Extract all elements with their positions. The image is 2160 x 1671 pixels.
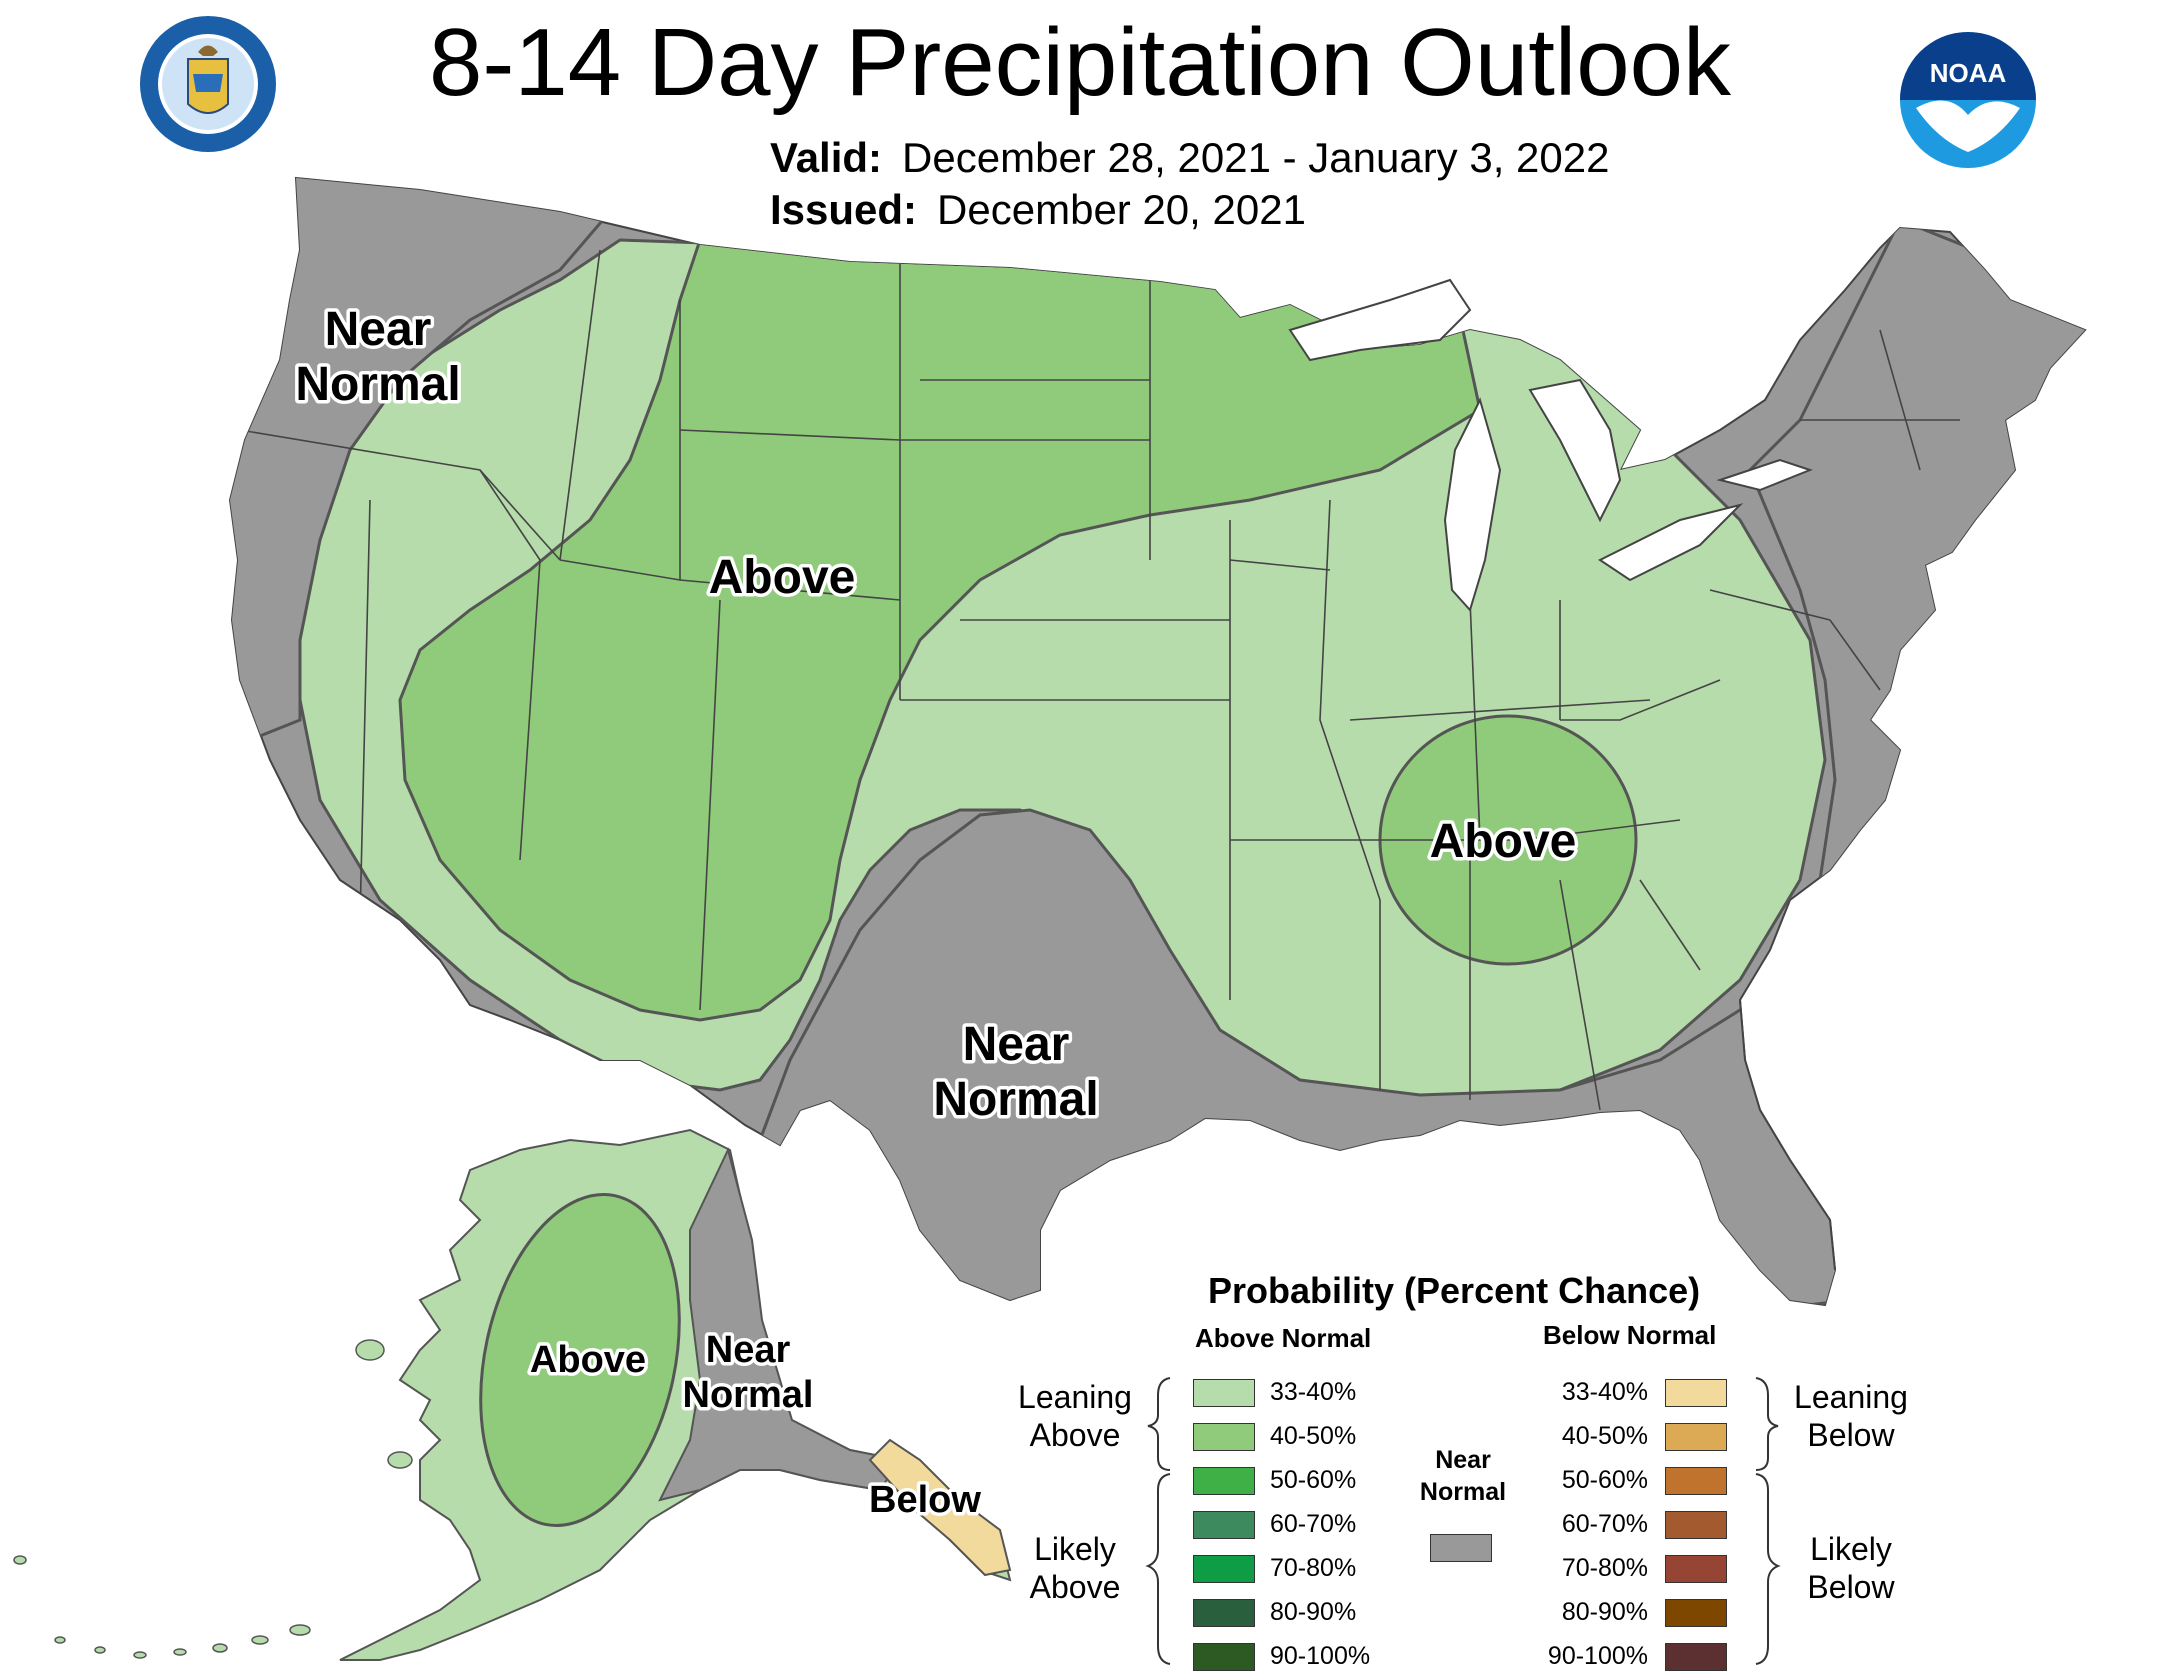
legend-below-swatch-3	[1665, 1467, 1727, 1495]
legend-brace-right	[1755, 1377, 1781, 1665]
near-normal-west	[230, 178, 623, 743]
legend-below-range-6: 80-90%	[1561, 1598, 1648, 1626]
legend-near-normal-swatch	[1430, 1534, 1492, 1562]
label-west-near: Near	[325, 303, 432, 356]
alaska-map	[13, 1128, 1012, 1661]
legend-leaning-above-line1: Leaning	[1018, 1379, 1132, 1415]
legend-below-header: Below Normal	[1543, 1320, 1717, 1350]
valid-value: December 28, 2021 - January 3, 2022	[902, 134, 1610, 181]
legend-likely-below-line2: Below	[1807, 1569, 1895, 1605]
legend-above-swatch-7	[1193, 1643, 1255, 1671]
issued-line: Issued: December 20, 2021	[770, 186, 1306, 234]
lake-erie	[1598, 503, 1744, 582]
legend-leaning-above: Leaning Above	[1010, 1378, 1140, 1454]
legend-above-header: Above Normal	[1195, 1323, 1372, 1353]
legend-below-range-2: 40-50%	[1561, 1422, 1648, 1450]
legend-above-range-7: 90-100%	[1270, 1642, 1371, 1670]
legend-above-swatch-4	[1193, 1511, 1255, 1539]
legend-below-swatch-6	[1665, 1599, 1727, 1627]
state-borders	[239, 249, 1960, 1111]
label-tennessee-above: Above	[1430, 815, 1577, 868]
legend-near-line2: Normal	[1419, 1478, 1507, 1506]
label-alaska-near: Near	[706, 1329, 791, 1371]
legend-above-swatch-6	[1193, 1599, 1255, 1627]
legend-likely-above: Likely Above	[1010, 1530, 1140, 1606]
label-west-normal: Normal	[295, 358, 460, 411]
legend-leaning-below-line1: Leaning	[1794, 1379, 1908, 1415]
legend-below-range-3: 50-60%	[1561, 1466, 1648, 1494]
legend-above-range-2: 40-50%	[1270, 1422, 1357, 1450]
legend-below-swatch-4	[1665, 1511, 1727, 1539]
legend-above-swatch-2	[1193, 1423, 1255, 1451]
alaska-above-40-50	[479, 1192, 681, 1528]
legend-above-swatch-3	[1193, 1467, 1255, 1495]
lake-michigan	[1443, 397, 1502, 612]
legend-below-swatch-7	[1665, 1643, 1727, 1671]
commerce-seal-logo	[140, 16, 276, 152]
legend-above-swatch-5	[1193, 1555, 1255, 1583]
alaska-outline	[339, 1128, 1012, 1661]
noaa-logo: NOAA	[1900, 32, 2036, 168]
page-title: 8-14 Day Precipitation Outlook	[429, 9, 1731, 116]
noaa-logo-text: NOAA	[1930, 58, 2007, 88]
lake-ontario	[1716, 458, 1813, 492]
issued-value: December 20, 2021	[937, 186, 1306, 233]
region-labels: Near Normal Above Above Near Normal Abov…	[292, 300, 1580, 1525]
legend-near-line1: Near	[1435, 1446, 1491, 1474]
legend-brace-left	[1145, 1377, 1171, 1665]
legend-near-normal-label: Near Normal	[1398, 1444, 1528, 1508]
aleutian-islands	[13, 1339, 413, 1659]
legend-below-range-7: 90-100%	[1547, 1642, 1648, 1670]
legend-likely-below: Likely Below	[1786, 1530, 1916, 1606]
conus-map	[228, 176, 2087, 1307]
label-texas-near: Near	[963, 1018, 1070, 1071]
legend-title: Probability (Percent Chance)	[1208, 1270, 1701, 1311]
alaska-panhandle-below	[868, 1438, 1012, 1577]
legend-likely-above-line1: Likely	[1034, 1531, 1116, 1567]
label-alaska-below: Below	[869, 1479, 981, 1521]
valid-label: Valid:	[770, 134, 883, 181]
legend-likely-above-line2: Above	[1029, 1569, 1121, 1605]
legend-leaning-above-line2: Above	[1029, 1417, 1121, 1453]
label-texas-normal: Normal	[933, 1073, 1098, 1126]
legend-above-range-4: 60-70%	[1270, 1510, 1357, 1538]
legend-leaning-below: Leaning Below	[1786, 1378, 1916, 1454]
legend-below-swatch-5	[1665, 1555, 1727, 1583]
alaska-near-normal	[658, 1147, 902, 1502]
great-lakes	[1288, 278, 1813, 612]
legend-above-swatch-1	[1193, 1379, 1255, 1407]
lake-superior	[1288, 278, 1472, 362]
legend-below-swatch-2	[1665, 1423, 1727, 1451]
lake-huron	[1528, 378, 1622, 523]
label-alaska-normal: Normal	[683, 1374, 814, 1416]
label-rockies-above: Above	[709, 551, 856, 604]
legend-leaning-below-line2: Below	[1807, 1417, 1895, 1453]
label-alaska-above: Above	[530, 1339, 646, 1381]
legend-above-range-3: 50-60%	[1270, 1466, 1357, 1494]
issued-label: Issued:	[770, 186, 918, 233]
legend-below-swatch-1	[1665, 1379, 1727, 1407]
legend-below-range-5: 70-80%	[1561, 1554, 1648, 1582]
legend-above-range-1: 33-40%	[1270, 1378, 1357, 1406]
valid-line: Valid: December 28, 2021 - January 3, 202…	[770, 134, 1609, 182]
legend-below-range-4: 60-70%	[1561, 1510, 1648, 1538]
legend-likely-below-line1: Likely	[1810, 1531, 1892, 1567]
legend-above-range-6: 80-90%	[1270, 1598, 1357, 1626]
legend-below-range-1: 33-40%	[1561, 1378, 1648, 1406]
legend-above-range-5: 70-80%	[1270, 1554, 1357, 1582]
